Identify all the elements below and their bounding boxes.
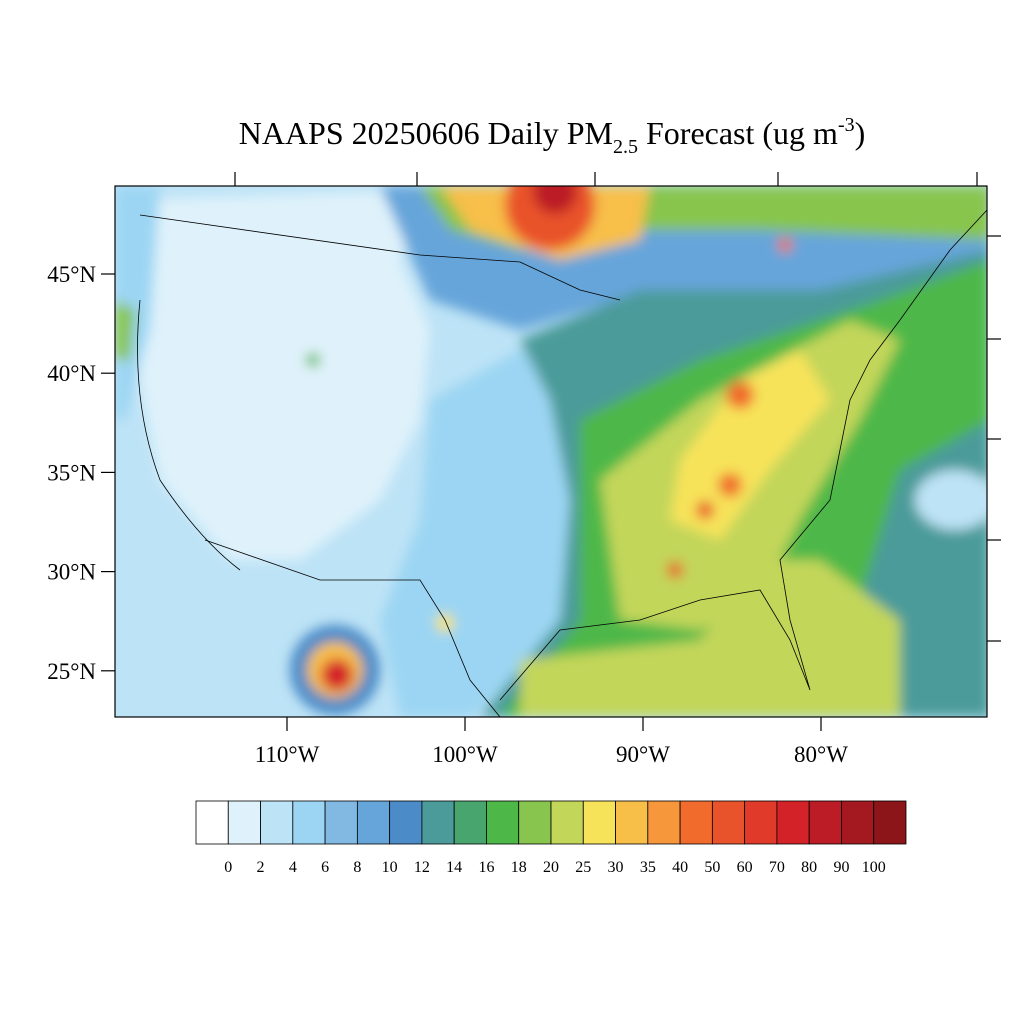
colorbar-box bbox=[841, 800, 875, 845]
colorbar-box bbox=[582, 800, 616, 845]
colorbar: 0 2 4 6 8 10 12 14 16 18 20 25 30 35 40 50 60 70 80 90 100 bbox=[195, 800, 907, 876]
colorbar-label: 16 bbox=[478, 859, 494, 876]
title-subscript: 2.5 bbox=[613, 136, 638, 158]
lon-label: 100°W bbox=[432, 742, 498, 767]
colorbar-box bbox=[679, 800, 713, 845]
colorbar-label: 40 bbox=[672, 859, 688, 876]
colorbar-box bbox=[356, 800, 391, 845]
colorbar-box bbox=[615, 800, 649, 845]
colorbar-label: 4 bbox=[289, 859, 297, 876]
colorbar-box bbox=[389, 800, 423, 845]
colorbar-label: 8 bbox=[353, 859, 361, 876]
colorbar-box bbox=[776, 800, 810, 845]
colorbar-label: 35 bbox=[640, 859, 656, 876]
lon-label: 80°W bbox=[794, 742, 848, 767]
map-title: NAAPS 20250606 Daily PM2.5 Forecast (ug … bbox=[239, 114, 866, 158]
title-superscript: -3 bbox=[838, 114, 855, 136]
colorbar-box bbox=[421, 800, 455, 845]
colorbar-label: 70 bbox=[769, 859, 785, 876]
colorbar-box bbox=[486, 800, 520, 845]
colorbar-label: 25 bbox=[575, 859, 591, 876]
lat-label: 35°N bbox=[47, 460, 96, 485]
colorbar-box bbox=[324, 800, 358, 845]
colorbar-label: 30 bbox=[608, 859, 624, 876]
colorbar-label: 18 bbox=[511, 859, 527, 876]
colorbar-box bbox=[808, 800, 842, 845]
colorbar-box bbox=[550, 800, 584, 845]
colorbar-label: 100 bbox=[862, 859, 886, 876]
colorbar-box bbox=[453, 800, 487, 845]
colorbar-box bbox=[292, 800, 326, 845]
lat-label: 40°N bbox=[47, 361, 96, 386]
colorbar-label: 6 bbox=[321, 859, 329, 876]
boundaries bbox=[137, 209, 987, 717]
colorbar-label: 60 bbox=[737, 859, 753, 876]
colorbar-label: 20 bbox=[543, 859, 559, 876]
colorbar-box bbox=[227, 800, 261, 845]
colorbar-label: 50 bbox=[704, 859, 720, 876]
colorbar-label: 2 bbox=[257, 859, 265, 876]
colorbar-box bbox=[744, 800, 778, 845]
colorbar-label: 10 bbox=[382, 859, 398, 876]
title-middle: Forecast (ug m bbox=[638, 115, 838, 151]
lat-label: 30°N bbox=[47, 560, 96, 585]
colorbar-label: 90 bbox=[833, 859, 849, 876]
map-frame bbox=[114, 185, 988, 718]
lon-label: 110°W bbox=[255, 742, 320, 767]
colorbar-box bbox=[647, 800, 681, 845]
axis-labels: 45°N 40°N 35°N 30°N 25°N 110°W 100°W 90°W 80°W bbox=[47, 262, 848, 767]
colorbar-box bbox=[711, 800, 746, 845]
colorbar-label: 0 bbox=[224, 859, 232, 876]
map-ticks bbox=[234, 172, 1001, 642]
title-end: ) bbox=[855, 115, 866, 151]
colorbar-box bbox=[873, 800, 907, 845]
pm25-field bbox=[115, 186, 987, 717]
colorbar-box bbox=[260, 800, 294, 845]
colorbar-label: 14 bbox=[446, 859, 462, 876]
colorbar-label: 12 bbox=[414, 859, 430, 876]
lat-label: 45°N bbox=[47, 262, 96, 287]
colorbar-box bbox=[518, 800, 552, 845]
lat-label: 25°N bbox=[47, 659, 96, 684]
lon-label: 90°W bbox=[616, 742, 670, 767]
colorbar-box bbox=[195, 800, 229, 845]
title-text: NAAPS 20250606 Daily PM bbox=[239, 115, 613, 151]
colorbar-label: 80 bbox=[801, 859, 817, 876]
